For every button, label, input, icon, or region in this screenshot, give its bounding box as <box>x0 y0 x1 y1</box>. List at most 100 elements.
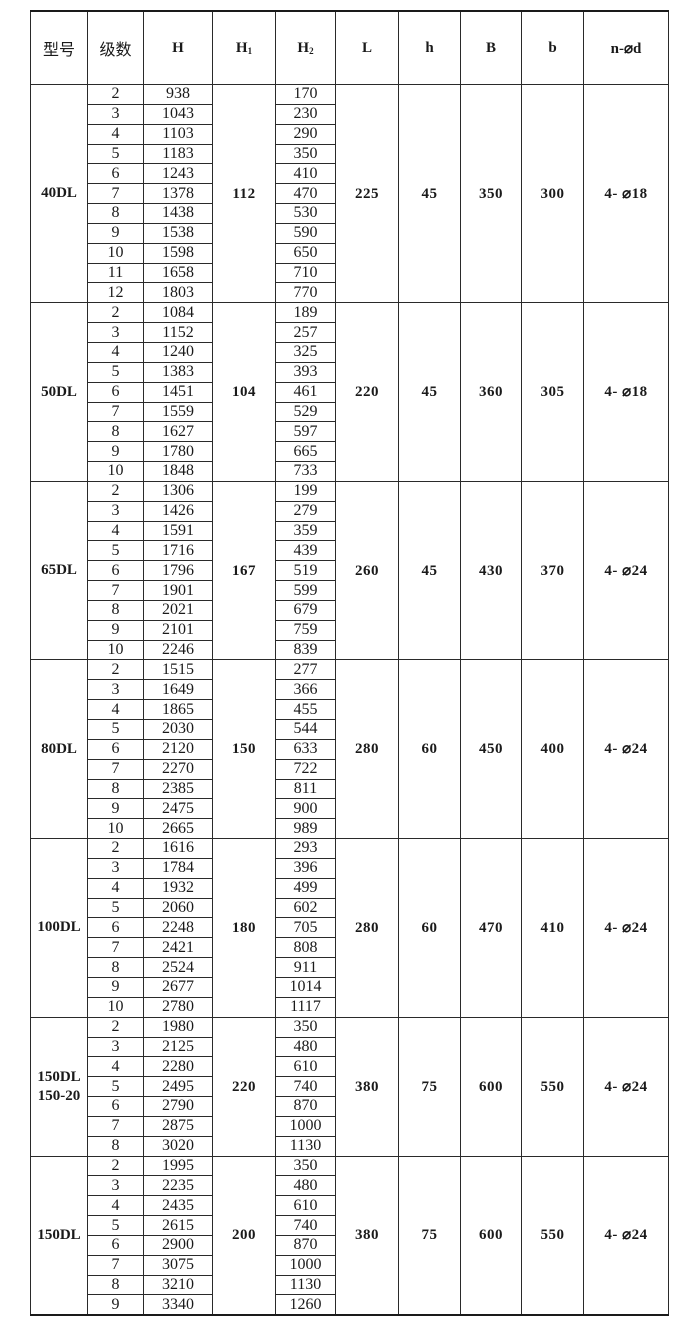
L-cell: 280 <box>335 659 399 840</box>
H2-cell: 759 <box>275 619 336 641</box>
stages-cell: 7 <box>87 1254 144 1276</box>
stages-cell: 10 <box>87 461 144 482</box>
table-row: 6 2900 870 <box>31 1234 669 1256</box>
table-row: 50DL 2 1084 104 189 220 45 360 305 4- ⌀18 <box>30 302 669 482</box>
stages-cell: 2 <box>87 1016 144 1038</box>
table-row: 3 2125 480 <box>31 1036 669 1058</box>
H2-cell: 439 <box>275 540 336 562</box>
H2-cell: 519 <box>275 560 336 582</box>
stages-cell: 3 <box>87 1036 144 1058</box>
stages-cell: 11 <box>87 262 144 284</box>
stages-cell: 4 <box>87 1056 144 1078</box>
H-cell: 1901 <box>143 580 213 601</box>
table-row: 9 2677 1014 <box>31 976 669 998</box>
H2-cell: 610 <box>275 1195 336 1217</box>
n-d-cell: 4- ⌀18 <box>583 302 669 482</box>
stages-cell: 6 <box>87 738 144 760</box>
H2-cell: 900 <box>275 798 336 820</box>
H-cell: 2235 <box>143 1175 213 1197</box>
H2-cell: 199 <box>275 480 336 502</box>
header-L: L <box>335 10 399 85</box>
H-cell: 1515 <box>143 659 213 681</box>
stages-cell: 6 <box>87 560 144 582</box>
stages-cell: 2 <box>87 84 144 105</box>
H-cell: 1780 <box>143 441 213 463</box>
H2-cell: 1130 <box>275 1135 336 1157</box>
stages-cell: 6 <box>87 163 144 185</box>
H2-cell: 665 <box>275 441 336 463</box>
H2-cell: 650 <box>275 242 336 264</box>
header-stages: 级数 <box>87 10 144 85</box>
H2-cell: 590 <box>275 222 336 244</box>
H2-cell: 722 <box>275 758 336 780</box>
H2-cell: 839 <box>275 639 336 661</box>
L-cell: 380 <box>335 1016 399 1157</box>
table-row: 7 2421 808 <box>31 937 669 959</box>
table-row: 10 2246 839 <box>31 639 669 661</box>
H-cell: 1658 <box>143 262 213 284</box>
table-row: 7 2270 722 <box>31 758 669 780</box>
H2-cell: 359 <box>275 520 336 542</box>
H-cell: 3020 <box>143 1135 213 1157</box>
H-cell: 3075 <box>143 1254 213 1276</box>
H-cell: 2120 <box>143 738 213 760</box>
h-cell: 75 <box>398 1155 461 1316</box>
h-cell: 75 <box>398 1016 461 1157</box>
H2-cell: 679 <box>275 599 336 621</box>
n-d-cell: 4- ⌀24 <box>583 480 669 661</box>
header-H1: H1 <box>212 10 276 85</box>
H-cell: 1426 <box>143 500 213 522</box>
H-cell: 2875 <box>143 1115 213 1137</box>
H2-cell: 1000 <box>275 1254 336 1276</box>
h-cell: 60 <box>398 838 461 1018</box>
stages-cell: 4 <box>87 877 144 899</box>
stages-cell: 4 <box>87 699 144 720</box>
model-cell: 65DL <box>30 480 88 661</box>
b-cell: 370 <box>521 480 584 661</box>
table-row: 80DL 2 1515 150 277 280 60 450 400 4- ⌀24 <box>30 659 669 840</box>
table-row: 8 1438 530 <box>31 203 669 224</box>
H-cell: 2101 <box>143 619 213 641</box>
stages-cell: 9 <box>87 798 144 820</box>
H1-cell: 112 <box>212 83 276 304</box>
H-cell: 1591 <box>143 520 213 542</box>
n-d-cell: 4- ⌀24 <box>583 838 669 1018</box>
n-d-cell: 4- ⌀24 <box>583 1016 669 1157</box>
H-cell: 2900 <box>143 1234 213 1256</box>
H2-cell: 597 <box>275 421 336 443</box>
H2-cell: 1130 <box>275 1274 336 1296</box>
H-cell: 1183 <box>143 143 213 165</box>
b-cell: 410 <box>521 838 584 1018</box>
H2-cell: 350 <box>275 1155 336 1177</box>
H-cell: 1438 <box>143 203 213 224</box>
H-cell: 1865 <box>143 699 213 720</box>
table-row: 11 1658 710 <box>31 262 669 284</box>
H2-cell: 529 <box>275 401 336 423</box>
H2-cell: 396 <box>275 857 336 879</box>
stages-cell: 9 <box>87 1294 144 1316</box>
stages-cell: 2 <box>87 838 144 859</box>
h-cell: 45 <box>398 83 461 304</box>
table-row: 8 1627 597 <box>31 421 669 443</box>
H-cell: 2280 <box>143 1056 213 1078</box>
H2-cell: 350 <box>275 1016 336 1038</box>
table-row: 9 2475 900 <box>31 798 669 820</box>
stages-cell: 3 <box>87 500 144 522</box>
stages-cell: 3 <box>87 857 144 879</box>
H2-cell: 530 <box>275 203 336 224</box>
B-cell: 600 <box>460 1155 522 1316</box>
table-row: 65DL 2 1306 167 199 260 45 430 370 4- ⌀24 <box>30 480 669 661</box>
stages-cell: 8 <box>87 1135 144 1157</box>
H-cell: 2780 <box>143 996 213 1018</box>
stages-cell: 8 <box>87 599 144 621</box>
table-row: 6 2120 633 <box>31 738 669 760</box>
header-n-d: n-⌀d <box>583 10 669 85</box>
H-cell: 2665 <box>143 818 213 840</box>
H-cell: 1152 <box>143 322 213 343</box>
stages-cell: 10 <box>87 639 144 661</box>
L-cell: 225 <box>335 83 399 304</box>
H2-cell: 189 <box>275 302 336 324</box>
table-row: 10 2665 989 <box>31 818 669 840</box>
stages-cell: 10 <box>87 996 144 1018</box>
b-cell: 550 <box>521 1016 584 1157</box>
